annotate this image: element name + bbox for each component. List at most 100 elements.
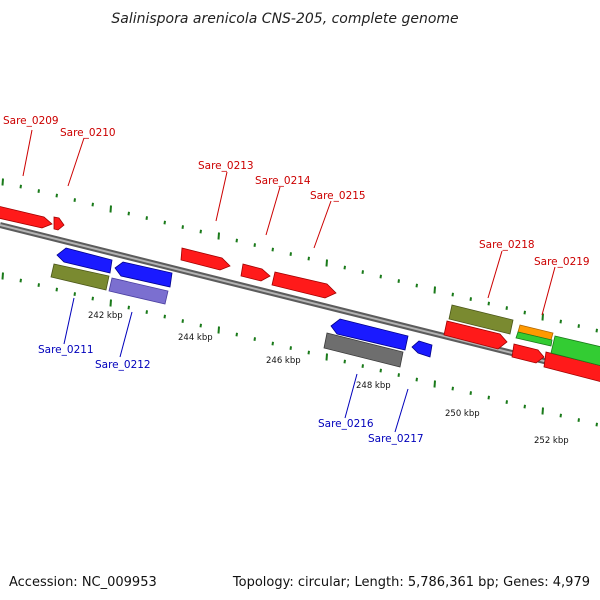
scale-label-250: 250 kbp — [445, 409, 480, 419]
feature-block-sare-0219-green[interactable] — [515, 331, 553, 347]
top-scale-tick — [109, 205, 112, 213]
lower-features — [50, 263, 404, 368]
reverse-strand-genes — [56, 247, 433, 358]
top-scale-tick — [145, 216, 148, 220]
feature-block-purple[interactable] — [108, 277, 169, 305]
scale-ticks-top — [1, 178, 598, 333]
scale-ticks-bottom — [1, 272, 598, 427]
gene-arrow-sare-0217[interactable] — [411, 340, 433, 358]
top-scale-tick — [559, 319, 562, 324]
gene-arrow-sare-0211[interactable] — [56, 247, 113, 274]
gene-arrow-sare-0215[interactable] — [271, 271, 337, 299]
top-scale-tick — [379, 274, 382, 279]
top-scale-tick — [433, 286, 436, 294]
bottom-scale-tick — [199, 323, 202, 328]
top-scale-tick — [397, 279, 400, 283]
feature-block-olive-lower[interactable] — [50, 263, 110, 291]
genome-summary-text: Topology: circular; Length: 5,786,361 bp… — [232, 575, 590, 590]
top-scale-tick — [37, 189, 40, 193]
bottom-scale-tick — [127, 305, 130, 310]
bottom-scale-tick — [505, 400, 508, 404]
bottom-scale-tick — [415, 377, 418, 382]
top-scale-tick — [181, 225, 184, 229]
gene-arrow-sare-0212[interactable] — [114, 261, 173, 288]
bottom-scale-tick — [217, 326, 220, 334]
bottom-scale-tick — [109, 299, 112, 307]
bottom-scale-tick — [235, 332, 238, 337]
top-scale-tick — [19, 184, 22, 189]
bottom-scale-tick — [73, 292, 76, 296]
gene-label-sare-0219[interactable]: Sare_0219 — [534, 256, 590, 268]
top-scale-tick — [451, 292, 454, 297]
gene-label-sare-0217[interactable]: Sare_0217 — [368, 433, 424, 445]
map-title: Salinispora arenicola CNS-205, complete … — [111, 11, 458, 27]
scale-label-244: 244 kbp — [178, 333, 213, 343]
bottom-scale-tick — [343, 359, 346, 364]
bottom-scale-tick — [55, 287, 58, 292]
gene-label-sare-0215[interactable]: Sare_0215 — [310, 190, 366, 202]
gene-arrow-sare-0209[interactable] — [0, 206, 53, 229]
top-scale-tick — [415, 283, 418, 288]
green-orange-features — [515, 324, 600, 366]
gene-label-sare-0209[interactable]: Sare_0209 — [3, 115, 59, 127]
top-scale-tick — [523, 310, 526, 315]
bottom-scale-tick — [523, 404, 526, 409]
olive-features-top — [448, 304, 514, 335]
bottom-scale-tick — [541, 407, 544, 415]
bottom-scale-tick — [289, 346, 292, 350]
top-scale-tick — [1, 178, 4, 186]
top-scale-tick — [595, 328, 598, 333]
gene-label-sare-0211[interactable]: Sare_0211 — [38, 344, 94, 356]
gene-arrow-forward-a[interactable] — [511, 343, 545, 364]
bottom-scale-tick — [451, 386, 454, 391]
top-scale-tick — [73, 198, 76, 202]
bottom-scale-tick — [487, 395, 490, 400]
bottom-scale-tick — [181, 319, 184, 323]
bottom-scale-tick — [577, 418, 580, 422]
gene-arrow-sare-0214[interactable] — [240, 263, 271, 282]
bottom-scale-tick — [397, 373, 400, 377]
feature-block-gray[interactable] — [323, 332, 404, 368]
top-scale-tick — [541, 313, 544, 321]
gene-arrow-sare-0213[interactable] — [180, 247, 231, 271]
top-scale-tick — [289, 252, 292, 256]
top-scale-tick — [55, 193, 58, 198]
bottom-scale-tick — [433, 380, 436, 388]
top-scale-tick — [217, 232, 220, 240]
top-scale-tick — [271, 247, 274, 252]
leader-lines — [22, 129, 556, 433]
top-scale-tick — [325, 259, 328, 267]
bottom-scale-tick — [145, 310, 148, 314]
bottom-scale-tick — [91, 296, 94, 301]
gene-arrow-sare-0218[interactable] — [443, 320, 508, 350]
bottom-scale-tick — [325, 353, 328, 361]
top-scale-tick — [469, 297, 472, 301]
gene-label-sare-0212[interactable]: Sare_0212 — [95, 359, 151, 371]
bottom-scale-tick — [37, 283, 40, 287]
bottom-scale-tick — [163, 314, 166, 319]
scale-labels: 242 kbp 244 kbp 246 kbp 248 kbp 250 kbp … — [88, 311, 569, 446]
top-scale-tick — [361, 270, 364, 274]
top-scale-tick — [127, 211, 130, 216]
top-scale-tick — [307, 256, 310, 261]
gene-arrow-sare-0210[interactable] — [53, 216, 65, 231]
gene-label-sare-0214[interactable]: Sare_0214 — [255, 175, 311, 187]
feature-block-sare-0218[interactable] — [448, 304, 514, 335]
bottom-scale-tick — [559, 413, 562, 418]
gene-labels: Sare_0209 Sare_0210 Sare_0211 Sare_0212 … — [3, 115, 590, 445]
feature-block-green-large[interactable] — [550, 335, 600, 366]
accession-text: Accession: NC_009953 — [9, 575, 157, 590]
scale-label-252: 252 kbp — [534, 436, 569, 446]
bottom-scale-tick — [595, 422, 598, 427]
top-scale-tick — [577, 324, 580, 328]
gene-label-sare-0216[interactable]: Sare_0216 — [318, 418, 374, 430]
bottom-scale-tick — [19, 278, 22, 283]
gene-label-sare-0210[interactable]: Sare_0210 — [60, 127, 116, 139]
gene-arrow-sare-0216[interactable] — [330, 318, 409, 351]
top-scale-tick — [487, 301, 490, 306]
gene-label-sare-0218[interactable]: Sare_0218 — [479, 239, 535, 251]
gene-label-sare-0213[interactable]: Sare_0213 — [198, 160, 254, 172]
top-scale-tick — [91, 202, 94, 207]
